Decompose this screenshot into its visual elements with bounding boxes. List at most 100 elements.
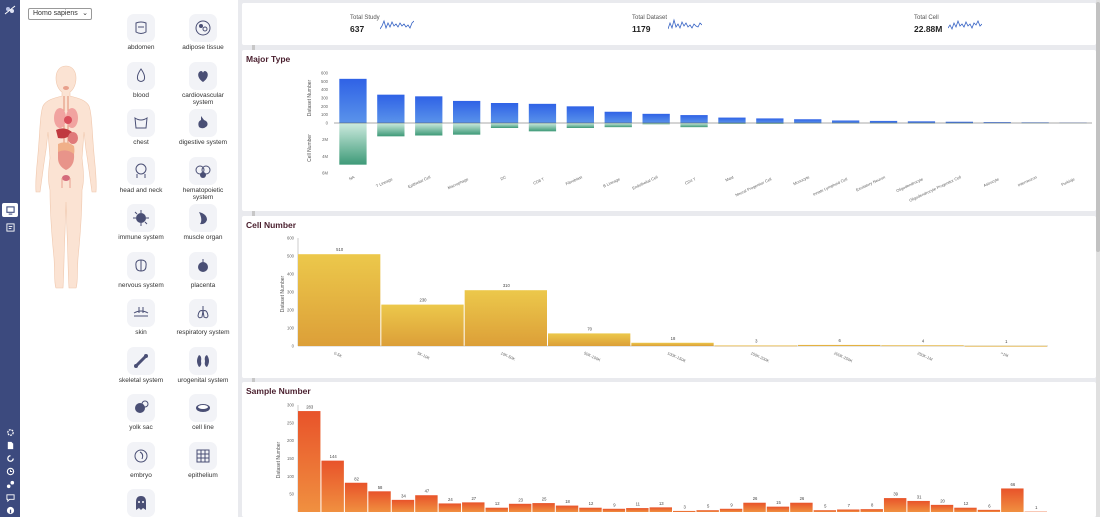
- organ-item-nervous-system[interactable]: nervous system: [110, 251, 172, 302]
- chat-icon[interactable]: [4, 491, 16, 503]
- page-scrollbar[interactable]: [1096, 0, 1100, 517]
- x-tick-label: 0-5K: [333, 350, 343, 358]
- human-body-map[interactable]: [28, 62, 104, 292]
- data-label: 7: [848, 503, 851, 508]
- organ-item-embryo[interactable]: embryo: [110, 441, 172, 492]
- y-axis-label: Dataset Number: [280, 275, 286, 312]
- chart-title: Major Type: [246, 54, 291, 64]
- settings-icon[interactable]: [4, 426, 16, 438]
- sparkline: [948, 19, 982, 31]
- list-nav-icon[interactable]: [4, 221, 16, 233]
- bar-dataset-number: [339, 78, 367, 123]
- y-tick-label: 300: [287, 403, 295, 408]
- organ-label: chest: [133, 139, 149, 146]
- organ-item-respiratory-system[interactable]: respiratory system: [172, 299, 234, 349]
- bar-cell-number: [756, 123, 784, 124]
- bar: [696, 510, 719, 512]
- info-icon[interactable]: [4, 504, 16, 516]
- organ-item-blood[interactable]: blood: [110, 61, 172, 112]
- organ-label: epithelium: [188, 471, 218, 479]
- y-tick-label: 500: [321, 79, 329, 84]
- organ-label: nervous system: [118, 281, 164, 289]
- organ-item-cell-line[interactable]: cell line: [172, 394, 234, 444]
- share-icon[interactable]: [4, 478, 16, 490]
- organ-item-chest[interactable]: chest: [110, 109, 172, 159]
- organ-item-adipose-tissue[interactable]: adipose tissue: [172, 14, 234, 64]
- data-label: 310: [503, 283, 511, 288]
- bar-dataset-number: [642, 113, 670, 123]
- history-icon[interactable]: [4, 465, 16, 477]
- data-label: 12: [589, 501, 594, 506]
- organ-item-epithelium[interactable]: epithelium: [172, 441, 234, 492]
- bar-dataset-number: [680, 115, 708, 123]
- x-tick-label: Interneuron: [1017, 174, 1038, 187]
- data-label: 144: [330, 454, 338, 459]
- data-label: 31: [917, 494, 922, 499]
- x-tick-label: Epithelial Cell: [407, 174, 431, 189]
- logo-icon[interactable]: [3, 3, 17, 17]
- bar: [508, 503, 532, 512]
- organ-item-abdomen[interactable]: abdomen: [110, 14, 172, 64]
- data-label: 9: [730, 502, 733, 507]
- organ-item-hematopoietic-system[interactable]: hematopoietic system: [172, 156, 234, 207]
- organ-item-immune-system[interactable]: immune system: [110, 204, 172, 254]
- abdomen-icon: [127, 14, 155, 42]
- species-select[interactable]: Homo sapiens ⌄: [28, 8, 92, 20]
- organ-item-head-and-neck[interactable]: head and neck: [110, 156, 172, 207]
- document-icon[interactable]: [4, 439, 16, 451]
- y-tick-label: 200: [287, 308, 295, 313]
- y-tick-label: 400: [321, 87, 329, 92]
- y-tick-label: 600: [287, 236, 295, 241]
- organ-item-skeletal-system[interactable]: skeletal system: [110, 346, 172, 397]
- bar-dataset-number: [490, 103, 519, 123]
- bar: [798, 344, 881, 346]
- data-label: 82: [354, 476, 359, 481]
- y-tick-label: 600: [321, 71, 329, 76]
- bar-dataset-number: [756, 118, 784, 123]
- organ-label: cardiovascular system: [182, 91, 224, 107]
- data-label: 66: [1011, 482, 1016, 487]
- chart-title: Sample Number: [246, 386, 311, 396]
- organ-item-digestive-system[interactable]: digestive system: [172, 109, 234, 159]
- data-label: 25: [542, 497, 547, 502]
- bar-cell-number: [566, 123, 594, 128]
- adipose-tissue-icon: [189, 14, 217, 42]
- bar-cell-number: [718, 123, 746, 124]
- organ-item-placenta[interactable]: placenta: [172, 251, 234, 302]
- bar: [462, 502, 485, 512]
- data-label: 4: [922, 338, 925, 343]
- stat-label: Total Study: [350, 15, 380, 21]
- organ-item-yolk-sac[interactable]: yolk sac: [110, 394, 172, 444]
- organ-item-muscle-organ[interactable]: muscle organ: [172, 204, 234, 254]
- bar: [790, 502, 813, 512]
- y-tick-label: 250: [287, 420, 295, 425]
- page-scrollbar-thumb[interactable]: [1096, 2, 1100, 252]
- data-label: 11: [636, 502, 641, 507]
- bar-cell-number: [642, 123, 670, 125]
- skin-icon: [127, 299, 155, 327]
- organ-label: placenta: [190, 281, 216, 289]
- data-label: 230: [420, 298, 428, 303]
- organ-item-cardiovascular-system[interactable]: cardiovascular system: [172, 61, 234, 112]
- data-label: 6: [988, 503, 991, 508]
- bar: [837, 509, 860, 512]
- dashboard-nav-icon[interactable]: [2, 203, 18, 217]
- refresh-icon[interactable]: [4, 452, 16, 464]
- cell-number-chart[interactable]: Dataset Number 600 500 400 300 200 100 0 510 0-5K…: [242, 216, 1096, 378]
- organ-item-other[interactable]: [110, 489, 172, 517]
- major-type-chart[interactable]: Dataset Number Cell Number 600 500 400 300 200…: [242, 50, 1096, 211]
- bar-cell-number: [680, 123, 708, 128]
- sample-number-chart[interactable]: Dataset Number30025020015010050283144825…: [242, 382, 1096, 517]
- bar-cell-number: [528, 123, 557, 132]
- bar: [298, 411, 321, 512]
- bar-cell-number: [490, 123, 519, 128]
- bar-dataset-number: [983, 122, 1011, 123]
- bar: [631, 342, 714, 346]
- organ-item-urogenital-system[interactable]: urogenital system: [172, 346, 234, 397]
- y-tick-label: 0: [292, 344, 295, 349]
- x-tick-label: T Lineage: [375, 176, 394, 188]
- organ-item-skin[interactable]: skin: [110, 299, 172, 349]
- stat-value: 22.88M: [914, 24, 943, 34]
- bar: [344, 482, 368, 512]
